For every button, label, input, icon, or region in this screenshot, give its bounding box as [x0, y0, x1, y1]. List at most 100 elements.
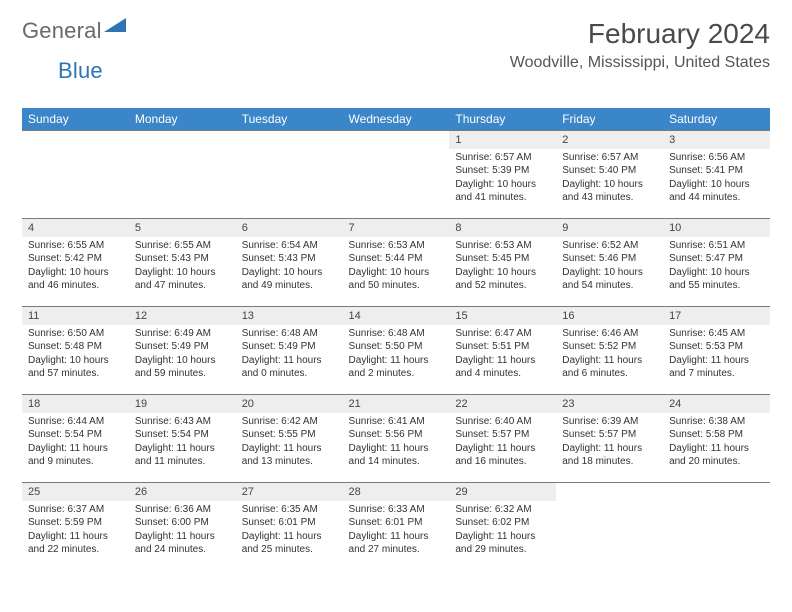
day-number: 16 — [556, 307, 663, 325]
day-number: 23 — [556, 395, 663, 413]
day-body: Sunrise: 6:57 AMSunset: 5:39 PMDaylight:… — [449, 149, 556, 209]
day-label-sun: Sunday — [22, 108, 129, 131]
daylight-text: Daylight: 11 hours and 18 minutes. — [562, 442, 657, 469]
day-number: 20 — [236, 395, 343, 413]
calendar-day-cell: 3Sunrise: 6:56 AMSunset: 5:41 PMDaylight… — [663, 131, 770, 219]
day-body: Sunrise: 6:56 AMSunset: 5:41 PMDaylight:… — [663, 149, 770, 209]
daylight-text: Daylight: 11 hours and 9 minutes. — [28, 442, 123, 469]
sunrise-text: Sunrise: 6:54 AM — [242, 239, 337, 253]
day-body — [236, 134, 343, 194]
sunset-text: Sunset: 5:43 PM — [242, 252, 337, 266]
day-body: Sunrise: 6:41 AMSunset: 5:56 PMDaylight:… — [343, 413, 450, 473]
daylight-text: Daylight: 11 hours and 7 minutes. — [669, 354, 764, 381]
day-number: 26 — [129, 483, 236, 501]
calendar-day-cell: 10Sunrise: 6:51 AMSunset: 5:47 PMDayligh… — [663, 219, 770, 307]
day-number: 12 — [129, 307, 236, 325]
sunset-text: Sunset: 5:39 PM — [455, 164, 550, 178]
day-number: 6 — [236, 219, 343, 237]
calendar-day-cell: 27Sunrise: 6:35 AMSunset: 6:01 PMDayligh… — [236, 483, 343, 571]
day-body: Sunrise: 6:51 AMSunset: 5:47 PMDaylight:… — [663, 237, 770, 297]
daylight-text: Daylight: 10 hours and 57 minutes. — [28, 354, 123, 381]
day-number: 28 — [343, 483, 450, 501]
day-number: 19 — [129, 395, 236, 413]
sunrise-text: Sunrise: 6:50 AM — [28, 327, 123, 341]
day-body: Sunrise: 6:47 AMSunset: 5:51 PMDaylight:… — [449, 325, 556, 385]
sunrise-text: Sunrise: 6:51 AM — [669, 239, 764, 253]
day-body: Sunrise: 6:42 AMSunset: 5:55 PMDaylight:… — [236, 413, 343, 473]
calendar-week-row: 25Sunrise: 6:37 AMSunset: 5:59 PMDayligh… — [22, 483, 770, 571]
day-body: Sunrise: 6:55 AMSunset: 5:42 PMDaylight:… — [22, 237, 129, 297]
day-number: 21 — [343, 395, 450, 413]
day-number: 13 — [236, 307, 343, 325]
calendar-day-cell: 5Sunrise: 6:55 AMSunset: 5:43 PMDaylight… — [129, 219, 236, 307]
sunrise-text: Sunrise: 6:56 AM — [669, 151, 764, 165]
day-body: Sunrise: 6:55 AMSunset: 5:43 PMDaylight:… — [129, 237, 236, 297]
day-label-mon: Monday — [129, 108, 236, 131]
calendar-day-cell — [22, 131, 129, 219]
day-body: Sunrise: 6:53 AMSunset: 5:45 PMDaylight:… — [449, 237, 556, 297]
day-number: 1 — [449, 131, 556, 149]
sunrise-text: Sunrise: 6:53 AM — [455, 239, 550, 253]
sunrise-text: Sunrise: 6:55 AM — [135, 239, 230, 253]
sunrise-text: Sunrise: 6:47 AM — [455, 327, 550, 341]
sunrise-text: Sunrise: 6:48 AM — [349, 327, 444, 341]
day-number: 8 — [449, 219, 556, 237]
day-body: Sunrise: 6:43 AMSunset: 5:54 PMDaylight:… — [129, 413, 236, 473]
day-number: 3 — [663, 131, 770, 149]
day-body: Sunrise: 6:53 AMSunset: 5:44 PMDaylight:… — [343, 237, 450, 297]
sunset-text: Sunset: 5:41 PM — [669, 164, 764, 178]
sunrise-text: Sunrise: 6:42 AM — [242, 415, 337, 429]
calendar-week-row: 18Sunrise: 6:44 AMSunset: 5:54 PMDayligh… — [22, 395, 770, 483]
day-number: 9 — [556, 219, 663, 237]
calendar-day-cell — [236, 131, 343, 219]
sunset-text: Sunset: 5:57 PM — [455, 428, 550, 442]
sunrise-text: Sunrise: 6:57 AM — [455, 151, 550, 165]
day-number: 14 — [343, 307, 450, 325]
day-number: 24 — [663, 395, 770, 413]
calendar-day-cell — [663, 483, 770, 571]
sunset-text: Sunset: 5:50 PM — [349, 340, 444, 354]
sunrise-text: Sunrise: 6:48 AM — [242, 327, 337, 341]
sunset-text: Sunset: 5:53 PM — [669, 340, 764, 354]
daylight-text: Daylight: 10 hours and 47 minutes. — [135, 266, 230, 293]
calendar-day-cell: 19Sunrise: 6:43 AMSunset: 5:54 PMDayligh… — [129, 395, 236, 483]
calendar-day-cell: 2Sunrise: 6:57 AMSunset: 5:40 PMDaylight… — [556, 131, 663, 219]
calendar-day-cell: 6Sunrise: 6:54 AMSunset: 5:43 PMDaylight… — [236, 219, 343, 307]
day-body: Sunrise: 6:33 AMSunset: 6:01 PMDaylight:… — [343, 501, 450, 561]
sunset-text: Sunset: 6:01 PM — [242, 516, 337, 530]
sunset-text: Sunset: 5:59 PM — [28, 516, 123, 530]
calendar-day-cell: 8Sunrise: 6:53 AMSunset: 5:45 PMDaylight… — [449, 219, 556, 307]
sunset-text: Sunset: 5:45 PM — [455, 252, 550, 266]
sunrise-text: Sunrise: 6:46 AM — [562, 327, 657, 341]
day-body — [556, 486, 663, 546]
sunset-text: Sunset: 5:42 PM — [28, 252, 123, 266]
calendar-day-cell: 17Sunrise: 6:45 AMSunset: 5:53 PMDayligh… — [663, 307, 770, 395]
sunset-text: Sunset: 5:49 PM — [135, 340, 230, 354]
daylight-text: Daylight: 10 hours and 59 minutes. — [135, 354, 230, 381]
sunrise-text: Sunrise: 6:40 AM — [455, 415, 550, 429]
logo-triangle-icon — [104, 18, 126, 32]
calendar-day-cell: 26Sunrise: 6:36 AMSunset: 6:00 PMDayligh… — [129, 483, 236, 571]
day-number: 15 — [449, 307, 556, 325]
day-number: 25 — [22, 483, 129, 501]
sunrise-text: Sunrise: 6:53 AM — [349, 239, 444, 253]
calendar-day-cell — [556, 483, 663, 571]
day-label-fri: Friday — [556, 108, 663, 131]
sunset-text: Sunset: 5:48 PM — [28, 340, 123, 354]
day-number: 5 — [129, 219, 236, 237]
daylight-text: Daylight: 11 hours and 27 minutes. — [349, 530, 444, 557]
calendar-day-cell — [129, 131, 236, 219]
sunset-text: Sunset: 5:54 PM — [28, 428, 123, 442]
daylight-text: Daylight: 11 hours and 4 minutes. — [455, 354, 550, 381]
calendar-day-cell: 15Sunrise: 6:47 AMSunset: 5:51 PMDayligh… — [449, 307, 556, 395]
logo: General — [22, 18, 126, 44]
calendar-day-cell: 23Sunrise: 6:39 AMSunset: 5:57 PMDayligh… — [556, 395, 663, 483]
calendar-table: Sunday Monday Tuesday Wednesday Thursday… — [22, 108, 770, 571]
calendar-day-cell: 14Sunrise: 6:48 AMSunset: 5:50 PMDayligh… — [343, 307, 450, 395]
day-body: Sunrise: 6:35 AMSunset: 6:01 PMDaylight:… — [236, 501, 343, 561]
sunset-text: Sunset: 5:43 PM — [135, 252, 230, 266]
calendar-day-cell: 11Sunrise: 6:50 AMSunset: 5:48 PMDayligh… — [22, 307, 129, 395]
daylight-text: Daylight: 10 hours and 54 minutes. — [562, 266, 657, 293]
day-number: 27 — [236, 483, 343, 501]
logo-word-general: General — [22, 18, 102, 44]
